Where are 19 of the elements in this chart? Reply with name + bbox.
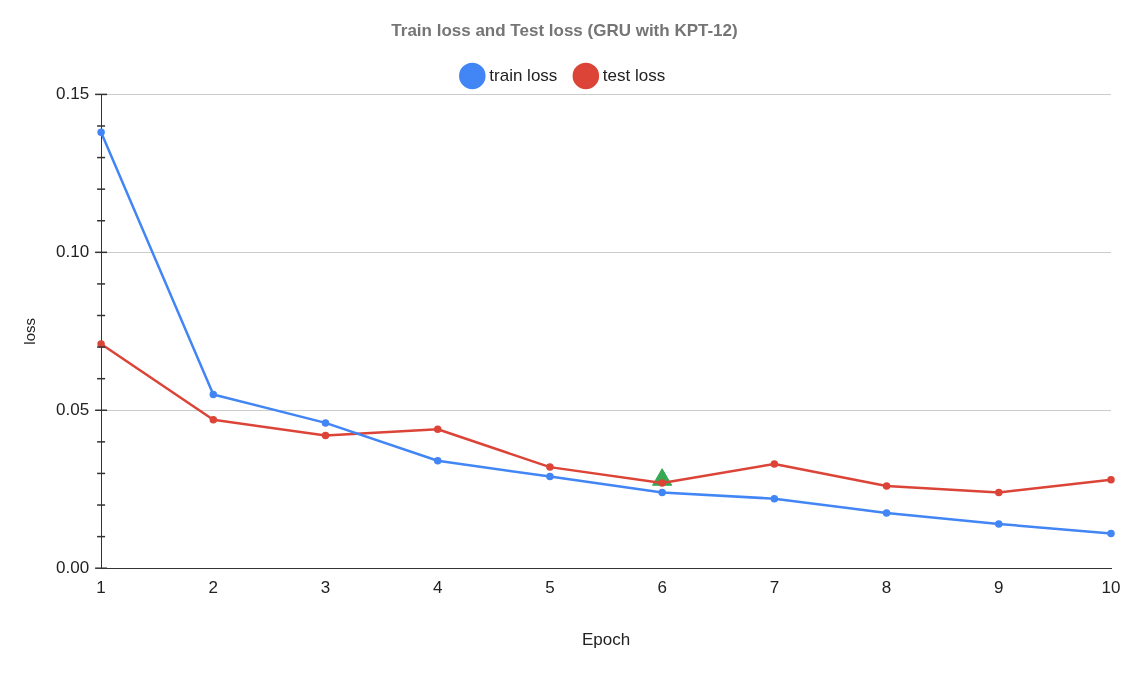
x-tick-label: 9 [994,578,1004,598]
x-tick-label: 8 [881,578,892,598]
y-tick-label: 0.10 [55,242,90,262]
x-tick-label: 5 [545,578,555,598]
y-tick-label: 0.00 [55,557,90,577]
x-axis-title: Epoch [581,630,631,650]
x-tick-label: 4 [432,578,443,598]
x-tick-label: 7 [769,578,780,598]
x-tick-label: 3 [320,578,331,598]
y-axis-title: loss [21,317,39,345]
legend-label: train loss [489,65,558,85]
y-tick-label: 0.15 [55,84,90,104]
chart-title: Train loss and Test loss (GRU with KPT-12) [391,20,738,40]
x-tick-label: 2 [208,578,219,598]
legend-label: test loss [602,65,666,85]
x-tick-label: 6 [657,578,667,598]
x-tick-label: 10 [1101,578,1121,598]
y-tick-label: 0.05 [55,399,90,419]
x-tick-label: 1 [96,578,106,598]
